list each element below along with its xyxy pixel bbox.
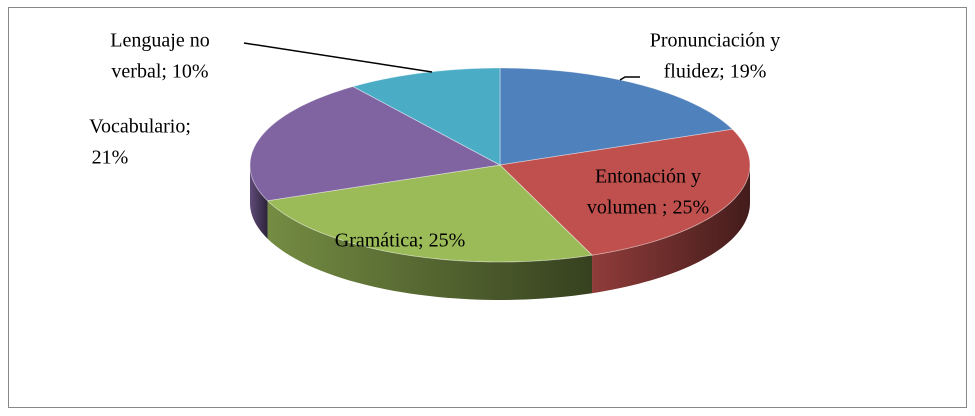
data-label: verbal; 10% xyxy=(111,61,208,83)
leader-line xyxy=(619,76,640,81)
slice xyxy=(249,86,502,202)
slice-side xyxy=(267,200,593,300)
data-label: volumen ; 25% xyxy=(587,197,709,219)
data-label: Gramática; 25% xyxy=(335,230,466,252)
slice xyxy=(266,164,593,263)
data-label: Lenguaje no xyxy=(110,30,209,52)
slice-side xyxy=(592,165,750,294)
leader-line xyxy=(243,42,433,73)
data-label: Pronunciación y xyxy=(650,30,781,52)
slice xyxy=(351,67,501,166)
data-label: Entonación y xyxy=(595,166,701,188)
data-label: fluidez; 19% xyxy=(664,61,767,83)
pie xyxy=(249,67,751,300)
labels: Pronunciación y fluidez; 19% Entonación y v… xyxy=(89,30,780,252)
data-label: Vocabulario; xyxy=(89,116,191,138)
data-label: 21% xyxy=(92,147,129,169)
slice xyxy=(499,67,734,166)
slice xyxy=(499,128,751,256)
